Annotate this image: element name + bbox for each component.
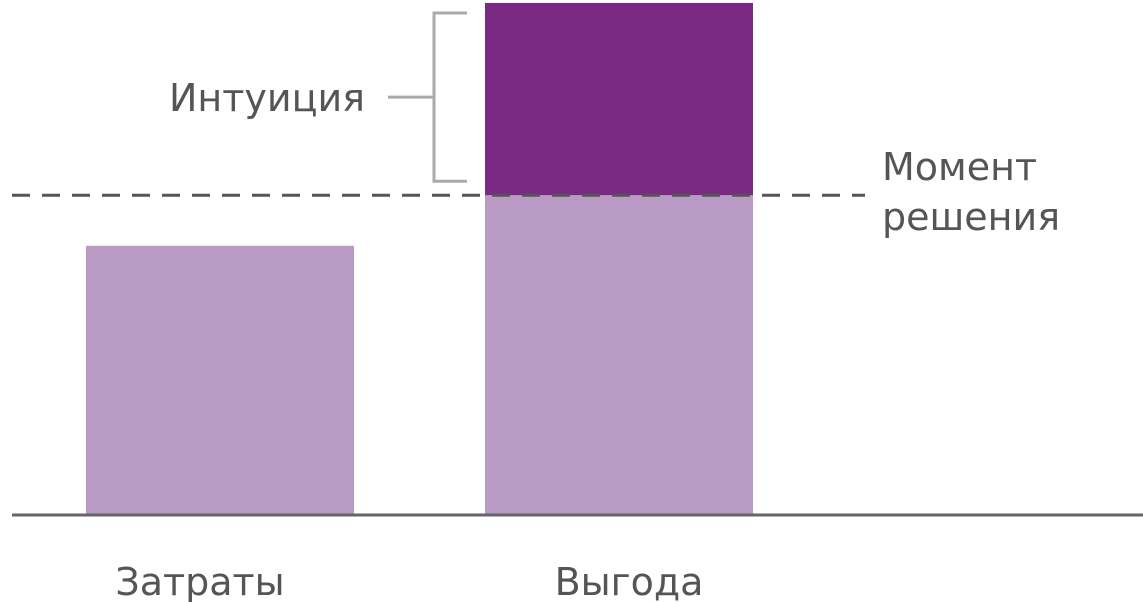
- category-label-costs: Затраты: [115, 560, 284, 602]
- bars-top-series: [485, 2, 753, 196]
- bars-base-series: [86, 195, 753, 514]
- intuition-label: Интуиция: [169, 76, 365, 120]
- decision-moment-label-line-1: Момент: [882, 145, 1037, 189]
- bar-top-1: [485, 2, 753, 196]
- category-label-benefit: Выгода: [555, 560, 704, 602]
- bar-base-0: [86, 245, 354, 514]
- bar-base-1: [485, 195, 753, 514]
- intuition-bracket: [432, 11, 467, 183]
- decision-moment-label-line-2: решения: [882, 195, 1060, 239]
